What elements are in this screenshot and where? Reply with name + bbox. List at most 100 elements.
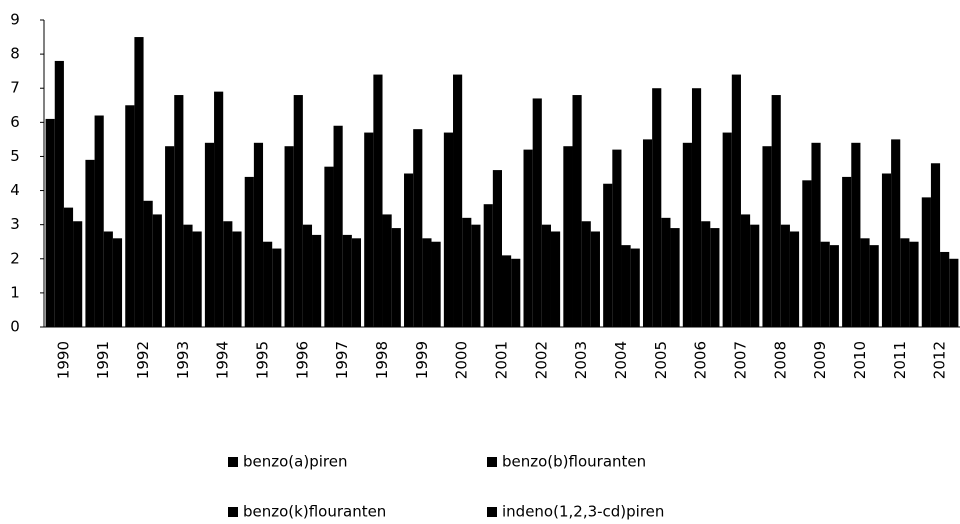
bar [921, 197, 931, 327]
bar [483, 204, 493, 327]
bar [431, 241, 441, 327]
bar [404, 173, 414, 327]
bar [284, 146, 294, 327]
bar [333, 125, 343, 327]
bar [820, 241, 830, 327]
bar [780, 224, 790, 327]
x-tick-label: 1997 [333, 341, 351, 379]
bar [851, 142, 861, 327]
x-tick-label: 1993 [174, 341, 192, 379]
y-tick-label: 3 [10, 215, 20, 233]
bar [391, 228, 401, 327]
x-tick-label: 1999 [413, 341, 431, 379]
bar [750, 224, 760, 327]
legend-swatch [487, 507, 497, 517]
bar [73, 221, 83, 327]
bar [351, 238, 362, 327]
legend-label: indeno(1,2,3-cd)piren [502, 503, 664, 521]
bar [701, 221, 711, 327]
bar [710, 228, 720, 327]
bar [762, 146, 772, 327]
bar [612, 149, 622, 327]
bar [802, 180, 812, 327]
x-tick-label: 2005 [652, 341, 670, 379]
bar [891, 139, 901, 327]
bar [263, 241, 273, 327]
bar [829, 245, 839, 327]
bar [581, 221, 591, 327]
legend-label: benzo(k)flouranten [243, 503, 386, 521]
bar [165, 146, 175, 327]
bar [590, 231, 600, 327]
bar [232, 231, 242, 327]
bar [909, 241, 919, 327]
legend-label: benzo(b)flouranten [502, 453, 646, 471]
y-tick-label: 7 [10, 79, 20, 97]
bar [900, 238, 910, 327]
bar [183, 224, 193, 327]
bar [272, 248, 282, 327]
bar [842, 176, 852, 327]
x-tick-label: 2008 [771, 341, 789, 379]
bar [532, 98, 542, 327]
y-tick-label: 4 [10, 181, 20, 199]
bar [302, 224, 313, 327]
bar [670, 228, 680, 327]
bar [740, 214, 751, 327]
x-tick-label: 2010 [851, 341, 869, 379]
bar [453, 74, 463, 327]
bar [223, 221, 233, 327]
bar [603, 183, 613, 327]
bar [502, 255, 512, 327]
bar [471, 224, 481, 327]
x-tick-label: 1996 [293, 341, 311, 379]
x-tick-label: 2003 [572, 341, 590, 379]
bar [811, 142, 821, 327]
bar [550, 231, 561, 327]
bar [621, 245, 631, 327]
bar [324, 166, 334, 327]
bar [143, 200, 153, 327]
y-tick-label: 8 [10, 45, 20, 63]
bar [563, 146, 573, 327]
x-tick-label: 1992 [134, 341, 152, 379]
x-tick-label: 2002 [532, 341, 550, 379]
bar [731, 74, 741, 327]
bar [125, 105, 135, 328]
bar [682, 142, 692, 327]
x-tick-label: 1991 [94, 341, 112, 379]
legend-label: benzo(a)piren [243, 453, 347, 471]
bar [771, 95, 781, 328]
bar [373, 74, 383, 327]
bar [312, 234, 322, 327]
x-tick-label: 2012 [931, 341, 949, 379]
bar [789, 231, 800, 327]
bar [691, 88, 702, 327]
bar [45, 118, 55, 327]
y-tick-label: 5 [10, 147, 20, 165]
bar [630, 248, 640, 327]
bar [204, 142, 215, 327]
bar [523, 149, 533, 327]
bar [572, 95, 582, 328]
bar [94, 115, 104, 327]
bar [63, 207, 74, 327]
bar [860, 238, 870, 327]
legend-swatch [487, 457, 497, 467]
bar [192, 231, 202, 327]
y-tick-label: 2 [10, 249, 20, 267]
bar [214, 91, 224, 327]
legend-swatch [228, 507, 238, 517]
bar [134, 37, 144, 328]
y-tick-label: 9 [10, 11, 20, 29]
y-tick-label: 6 [10, 113, 20, 131]
x-tick-label: 2006 [692, 341, 710, 379]
bar [661, 217, 671, 327]
bar [642, 139, 653, 327]
bar [103, 231, 113, 327]
x-tick-label: 2009 [811, 341, 829, 379]
bar [112, 238, 123, 327]
y-tick-label: 1 [10, 283, 20, 301]
x-tick-label: 2001 [493, 341, 511, 379]
